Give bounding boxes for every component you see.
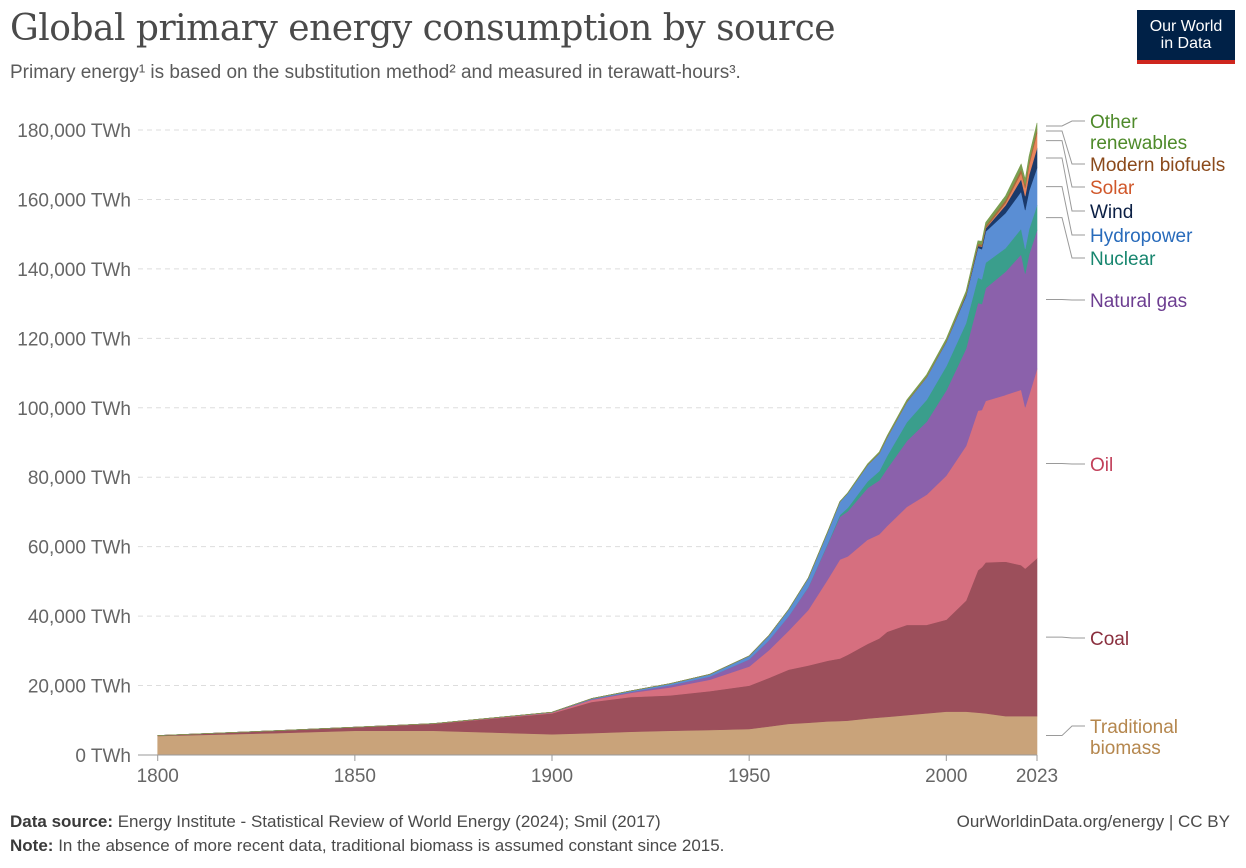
legend-item-hydropower: Hydropower [1046, 186, 1193, 247]
x-tick-label: 1900 [531, 766, 573, 787]
legend-item-oil: Oil [1046, 455, 1113, 476]
y-tick-label: 120,000 TWh [17, 329, 131, 350]
logo-line-1: Our World [1149, 18, 1223, 35]
y-tick-label: 100,000 TWh [17, 399, 131, 420]
note-row: Note: In the absence of more recent data… [10, 836, 1236, 860]
legend-label-line: Traditional [1090, 717, 1178, 738]
legend-label-line: Oil [1090, 455, 1113, 476]
legend-item-coal: Coal [1046, 629, 1129, 650]
note-label: Note: [10, 836, 54, 855]
legend-label: Other renewables [1090, 112, 1187, 154]
legend-connector [1046, 636, 1085, 639]
legend-label-line: Solar [1090, 178, 1135, 199]
logo-line-2: in Data [1160, 35, 1212, 52]
legend-connector [1046, 157, 1085, 212]
legend-label-line: Coal [1090, 629, 1129, 650]
legend-item-nuclear: Nuclear [1046, 217, 1156, 270]
legend-label: Traditional biomass [1090, 717, 1178, 759]
source-label: Data source: [10, 812, 113, 831]
footer: Data source: Energy Institute - Statisti… [10, 812, 1236, 860]
legend-item-modern-biofuels: Modern biofuels [1046, 130, 1225, 176]
y-tick-label: 60,000 TWh [28, 538, 131, 559]
chart-title: Global primary energy consumption by sou… [10, 8, 836, 49]
legend-item-wind: Wind [1046, 157, 1133, 223]
x-tick-label: 1800 [137, 766, 179, 787]
legend-connector [1046, 725, 1085, 737]
legend-label: Modern biofuels [1090, 155, 1225, 176]
legend-label: Oil [1090, 455, 1113, 476]
owid-logo[interactable]: Our World in Data [1137, 10, 1235, 64]
legend-label-line: Natural gas [1090, 291, 1187, 312]
legend-label-line: Other [1090, 112, 1138, 133]
x-tick-label: 1850 [334, 766, 376, 787]
note-text: In the absence of more recent data, trad… [58, 836, 725, 855]
legend-label: Wind [1090, 202, 1133, 223]
legend-connector [1046, 217, 1085, 259]
y-tick-label: 160,000 TWh [17, 190, 131, 211]
y-tick-label: 0 TWh [75, 746, 131, 767]
x-tick-label: 2023 [1016, 766, 1058, 787]
source-text: Energy Institute - Statistical Review of… [117, 812, 661, 831]
legend-connector [1046, 140, 1085, 188]
y-tick-label: 180,000 TWh [17, 121, 131, 142]
legend-connector [1046, 298, 1085, 301]
x-tick-label: 2000 [925, 766, 967, 787]
legend-connector [1046, 186, 1085, 236]
legend-label: Hydropower [1090, 226, 1193, 247]
legend-label-line: renewables [1090, 133, 1187, 154]
legend-label: Coal [1090, 629, 1129, 650]
legend-item-traditional-biomass: Traditional biomass [1046, 717, 1178, 759]
legend-connector [1046, 120, 1085, 127]
y-tick-label: 40,000 TWh [28, 607, 131, 628]
legend-item-other-renewables: Other renewables [1046, 112, 1187, 154]
y-tick-label: 140,000 TWh [17, 260, 131, 281]
legend-item-natural-gas: Natural gas [1046, 291, 1187, 312]
legend-label-line: Modern biofuels [1090, 155, 1225, 176]
source-row: Data source: Energy Institute - Statisti… [10, 812, 1236, 836]
legend-label-line: Wind [1090, 202, 1133, 223]
area-series [157, 122, 1038, 756]
legend-connector [1046, 130, 1085, 165]
legend-label-line: Hydropower [1090, 226, 1193, 247]
legend-label: Nuclear [1090, 249, 1156, 270]
legend-label: Solar [1090, 178, 1135, 199]
axes: 0 TWh 20,000 TWh 40,000 TWh 60,000 TWh 80,00… [17, 121, 1058, 787]
x-tick-label: 1950 [728, 766, 770, 787]
footer-url[interactable]: OurWorldinData.org/energy | CC BY [956, 812, 1230, 831]
legend-item-solar: Solar [1046, 140, 1135, 199]
y-tick-label: 20,000 TWh [28, 677, 131, 698]
legend-label-line: Nuclear [1090, 249, 1156, 270]
legend-label: Natural gas [1090, 291, 1187, 312]
chart-subtitle: Primary energy¹ is based on the substitu… [10, 62, 741, 83]
area-other-renewables [157, 122, 1038, 736]
y-tick-label: 80,000 TWh [28, 468, 131, 489]
legend-label-line: biomass [1090, 738, 1161, 759]
